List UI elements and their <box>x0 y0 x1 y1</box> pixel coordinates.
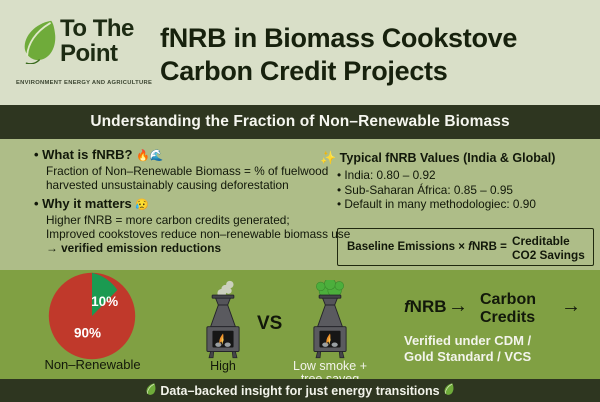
svg-text:10%: 10% <box>91 294 118 309</box>
svg-text:90%: 90% <box>74 326 101 341</box>
